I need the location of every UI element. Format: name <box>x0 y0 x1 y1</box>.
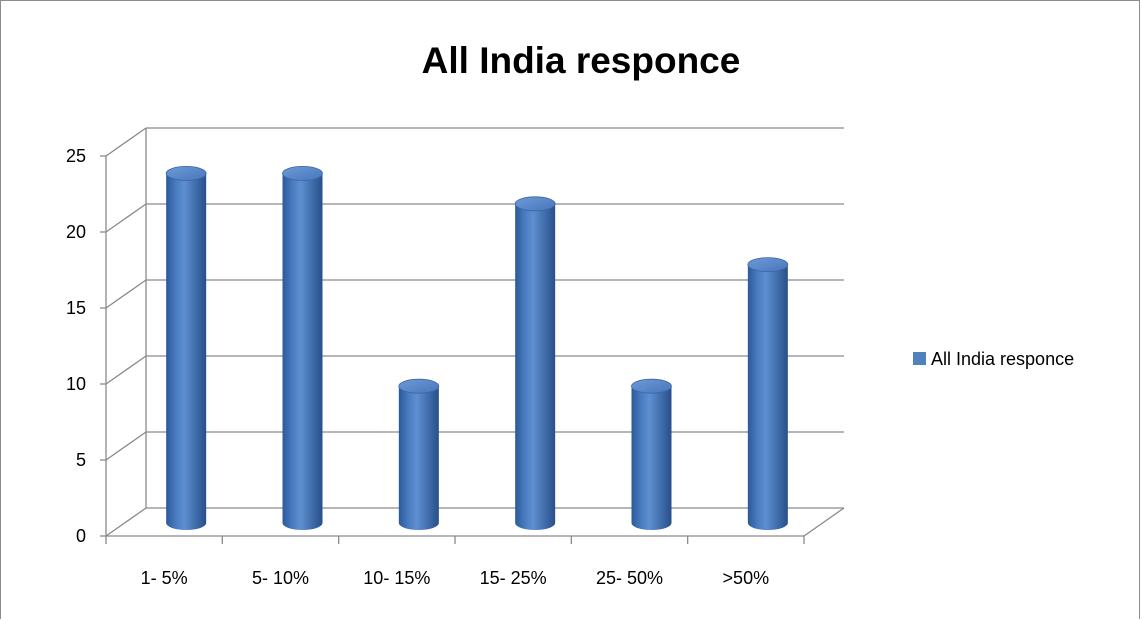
x-tick-label: 25- 50% <box>596 568 663 588</box>
legend-swatch <box>913 352 926 365</box>
bar <box>398 378 440 531</box>
y-tick-label: 20 <box>66 222 86 242</box>
x-tick-label: 1- 5% <box>141 568 188 588</box>
bar-top <box>282 165 323 181</box>
bar-body <box>515 203 556 531</box>
bar-body <box>398 386 439 531</box>
gridline-side <box>105 431 147 461</box>
bar <box>747 257 789 531</box>
bar-top <box>514 196 556 212</box>
gridline-side <box>105 203 147 233</box>
bar <box>282 165 323 531</box>
floor-left-edge <box>105 507 147 537</box>
chart-title: All India responce <box>422 40 741 81</box>
floor-right-edge <box>803 507 845 537</box>
y-tick-label: 0 <box>76 526 86 546</box>
bar <box>165 165 207 531</box>
bar-top <box>165 165 207 181</box>
x-tick-label: >50% <box>723 568 770 588</box>
bar-top <box>747 257 789 273</box>
y-tick-label: 25 <box>66 146 86 166</box>
gridlines <box>105 127 844 537</box>
bar-top <box>631 378 672 394</box>
y-axis-ticks: 0 5 10 15 20 25 <box>66 146 106 546</box>
gridline-side <box>105 355 147 385</box>
bar-body <box>631 386 672 531</box>
x-tick-label: 5- 10% <box>252 568 309 588</box>
bar <box>631 378 672 531</box>
y-tick-label: 5 <box>76 450 86 470</box>
gridline-side <box>105 127 147 157</box>
bar-body <box>747 264 788 531</box>
x-tick-label: 15- 25% <box>480 568 547 588</box>
x-axis-ticks: 1- 5% 5- 10% 10- 15% 15- 25% 25- 50% >50% <box>105 536 805 588</box>
bar-body <box>166 173 207 531</box>
bar-body <box>282 173 323 531</box>
bar-top <box>398 378 440 394</box>
x-tick-label: 10- 15% <box>363 568 430 588</box>
bars <box>165 165 789 531</box>
gridline-side <box>105 279 147 309</box>
legend: All India responce <box>913 349 1074 369</box>
legend-label: All India responce <box>931 349 1074 369</box>
y-tick-label: 15 <box>66 298 86 318</box>
y-tick-label: 10 <box>66 374 86 394</box>
axes <box>105 128 845 537</box>
bar <box>514 196 556 531</box>
